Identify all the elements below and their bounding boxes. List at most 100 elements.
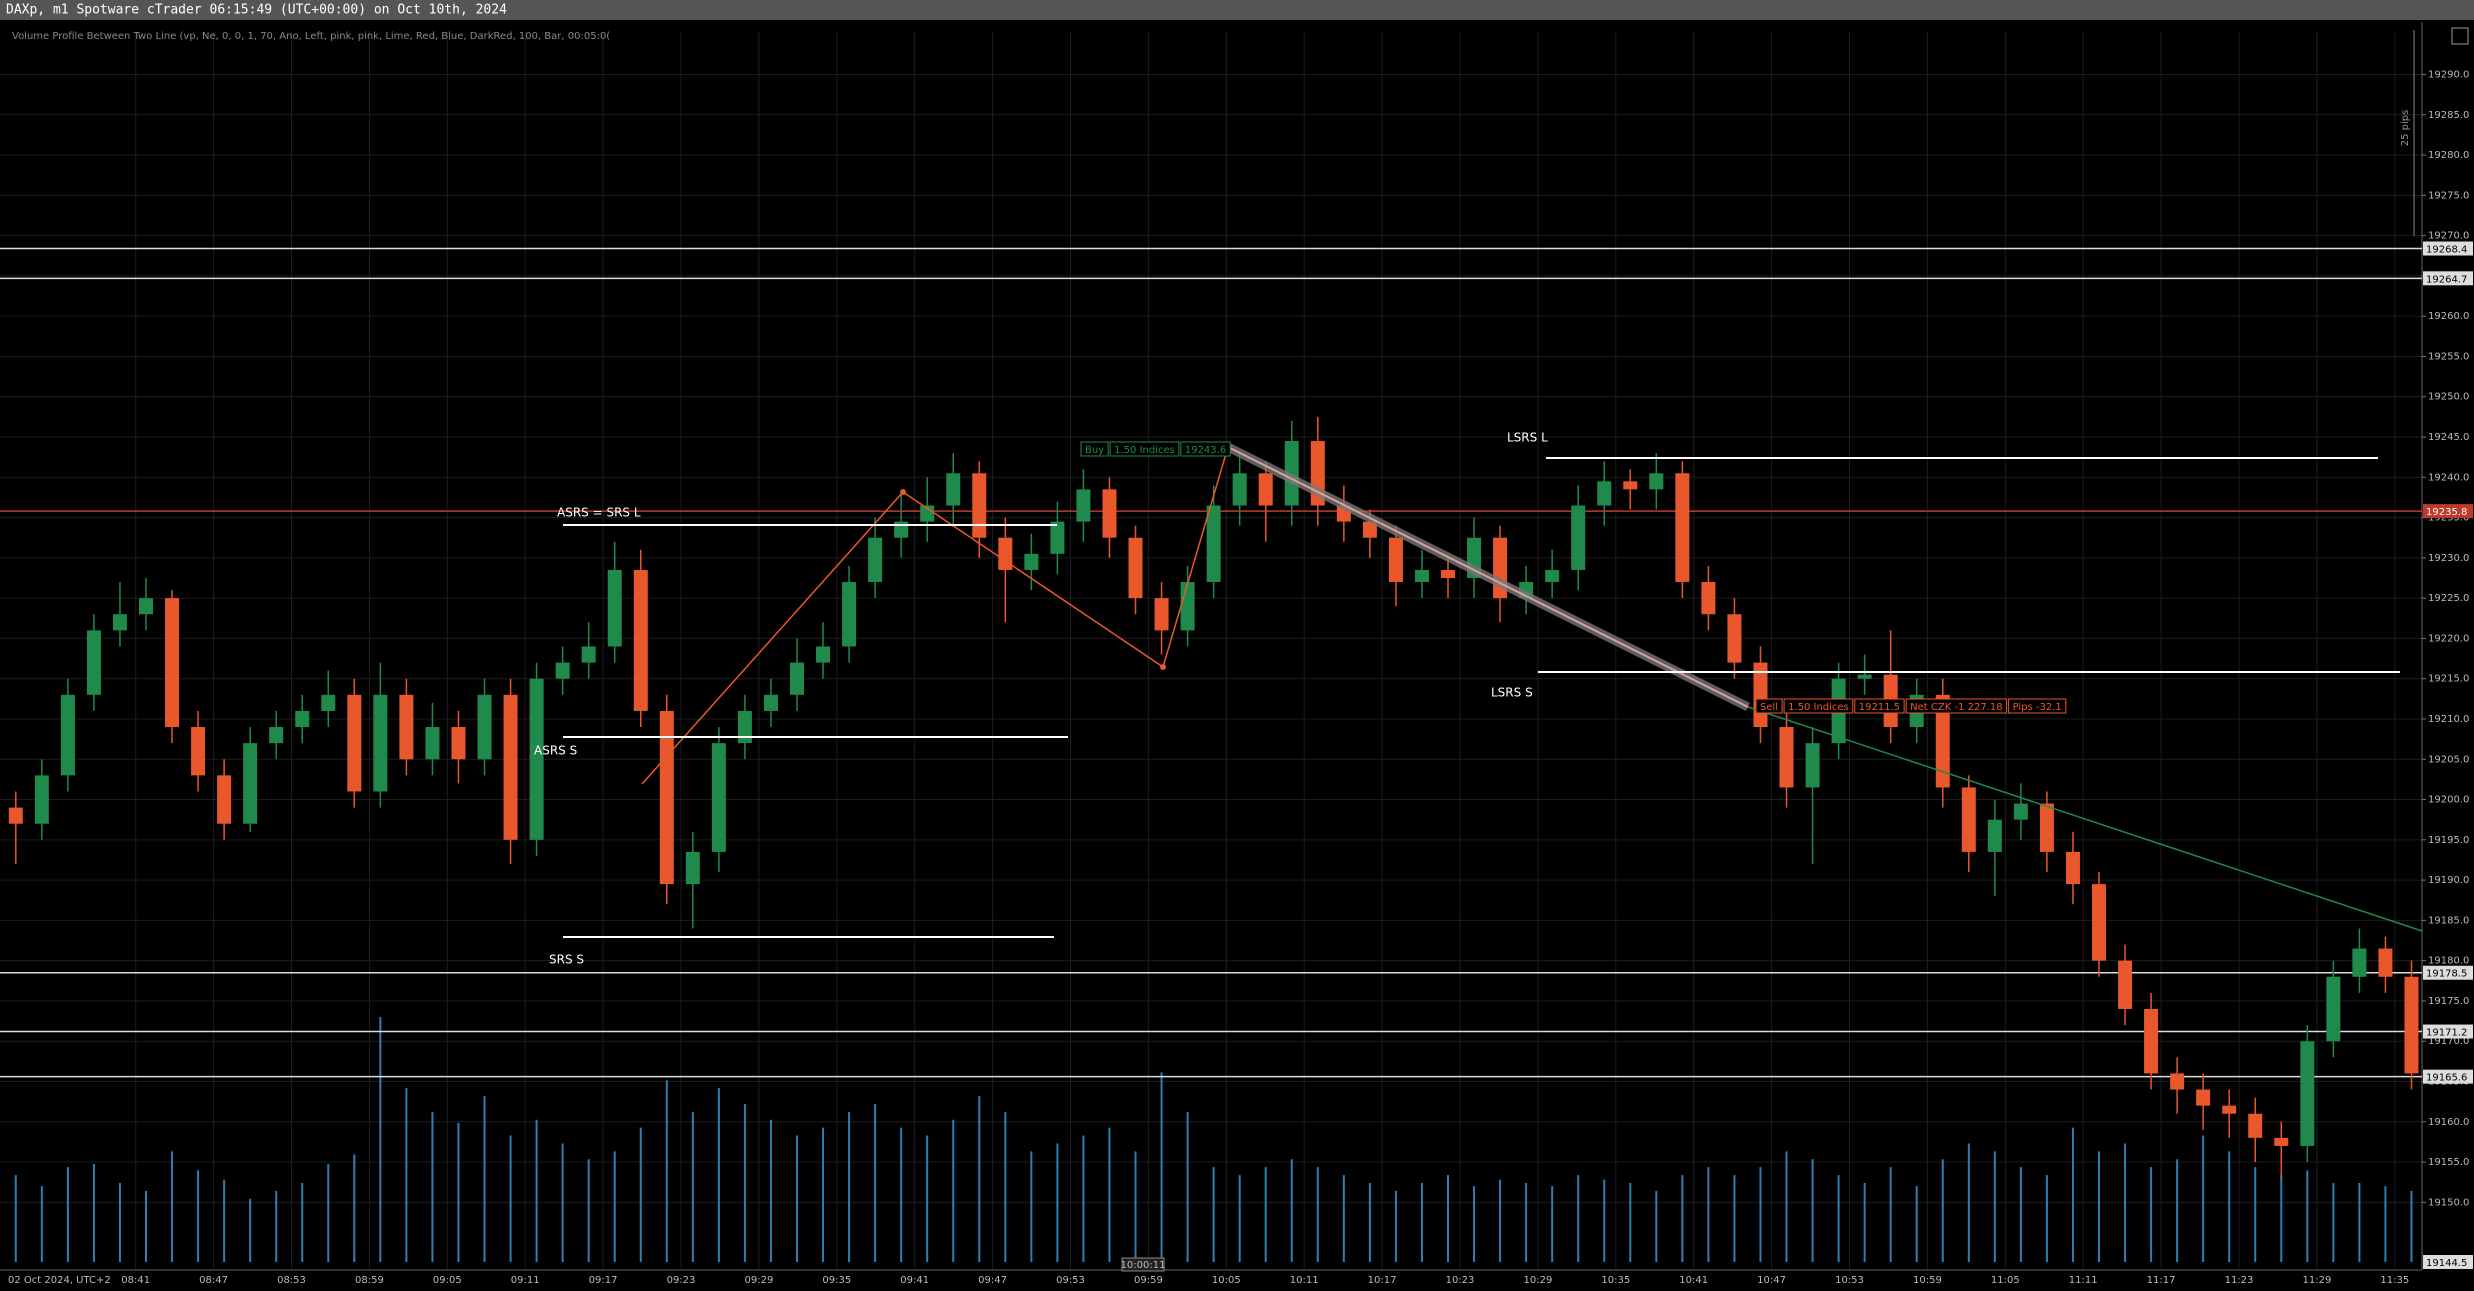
x-tick-label: 10:35 xyxy=(1601,1275,1630,1286)
y-tick-label: 19190.0 xyxy=(2428,875,2469,886)
x-tick-label: 09:17 xyxy=(589,1275,618,1286)
indicator-label: Volume Profile Between Two Line (vp, Ne,… xyxy=(12,31,610,42)
y-tick-label: 19285.0 xyxy=(2428,110,2469,121)
candle-body xyxy=(1961,787,1976,852)
candle-body xyxy=(2092,884,2106,961)
trade-tag xyxy=(1783,698,1854,714)
candle-body xyxy=(1623,481,1638,490)
x-tick-label: 11:11 xyxy=(2069,1275,2098,1286)
candle-body xyxy=(1050,521,1065,554)
candle-body xyxy=(1935,694,1950,788)
candle-body xyxy=(659,710,674,885)
candle-body xyxy=(1154,598,1169,631)
candle-body xyxy=(1076,489,1091,522)
y-tick-label: 19230.0 xyxy=(2428,553,2469,564)
trade-label: 1.50 Indices xyxy=(1114,445,1175,456)
level-label: 19171.2 xyxy=(2426,1028,2467,1039)
candle-body xyxy=(972,473,987,538)
candle-body xyxy=(1571,505,1586,570)
candle-body xyxy=(2352,948,2367,977)
x-tick-label: 08:47 xyxy=(199,1275,228,1286)
candle-body xyxy=(1727,614,1742,663)
y-tick-label: 19160.0 xyxy=(2428,1117,2469,1128)
x-tick-label: 09:59 xyxy=(1134,1275,1163,1286)
candle-body xyxy=(347,694,362,792)
y-tick-label: 19260.0 xyxy=(2428,311,2469,322)
x-tick-label: 09:35 xyxy=(822,1275,851,1286)
y-tick-label: 19220.0 xyxy=(2428,633,2469,644)
cursor-time-tag xyxy=(1121,1257,1165,1272)
candle-body xyxy=(191,727,206,776)
candle-body xyxy=(842,582,857,647)
x-tick-label: 11:05 xyxy=(1991,1275,2020,1286)
candle-body xyxy=(2065,851,2080,885)
candle-body xyxy=(2248,1113,2263,1138)
candle-body xyxy=(737,710,752,744)
zigzag-line xyxy=(641,446,1229,785)
trade-label: 1.50 Indices xyxy=(1788,702,1849,713)
candle-body xyxy=(1284,441,1299,506)
y-tick-label: 19155.0 xyxy=(2428,1157,2469,1168)
candle-body xyxy=(1024,553,1039,570)
level-tag xyxy=(2423,965,2473,980)
y-tick-label: 19255.0 xyxy=(2428,351,2469,362)
candle-body xyxy=(1857,674,1872,679)
candle-body xyxy=(139,598,153,615)
candle-body xyxy=(86,630,101,695)
candle-body xyxy=(1441,569,1455,578)
bottom-label: 19144.5 xyxy=(2426,1258,2467,1269)
candle-body xyxy=(711,743,726,852)
candle-body xyxy=(1102,489,1117,538)
y-tick-label: 19210.0 xyxy=(2428,714,2469,725)
candle-body xyxy=(1675,473,1690,583)
candle-body xyxy=(2326,976,2341,1042)
trend-line xyxy=(1747,706,2423,932)
trade-tag xyxy=(1080,441,1109,457)
window-title: DAXp, m1 Spotware cTrader 06:15:49 (UTC+… xyxy=(6,3,507,18)
y-tick-label: 19150.0 xyxy=(2428,1197,2469,1208)
candle-body xyxy=(2144,1008,2159,1074)
candle-body xyxy=(1362,521,1377,538)
candle-body xyxy=(112,614,127,631)
x-tick-label: 10:11 xyxy=(1290,1275,1319,1286)
cursor-time: 10:00:11 xyxy=(1121,1260,1166,1271)
level-label: 19268.4 xyxy=(2426,245,2467,256)
trade-label: 19211.5 xyxy=(1859,702,1900,713)
candle-body xyxy=(607,569,622,647)
level-tag xyxy=(2423,1024,2473,1039)
y-tick-label: 19270.0 xyxy=(2428,231,2469,242)
candle-body xyxy=(2170,1073,2185,1090)
candle-body xyxy=(1388,537,1403,583)
trade-label: Buy xyxy=(1085,445,1104,456)
x-tick-label: 10:05 xyxy=(1212,1275,1241,1286)
trade-tag xyxy=(1854,698,1905,714)
candle-body xyxy=(1987,819,2002,852)
settings-icon[interactable] xyxy=(2451,27,2469,45)
y-tick-label: 19205.0 xyxy=(2428,754,2469,765)
candle-body xyxy=(2300,1041,2315,1146)
y-tick-label: 19180.0 xyxy=(2428,956,2469,967)
y-tick-label: 19240.0 xyxy=(2428,472,2469,483)
x-tick-label: 09:53 xyxy=(1056,1275,1085,1286)
candle-body xyxy=(1701,582,1716,615)
candle-body xyxy=(217,775,232,824)
candle-body xyxy=(1414,569,1429,583)
candle-body xyxy=(2222,1105,2237,1114)
candle-body xyxy=(581,646,596,663)
candle-body xyxy=(8,807,23,824)
candle-body xyxy=(790,662,804,695)
candle-body xyxy=(1180,582,1195,631)
trade-line-inner xyxy=(1227,446,1749,708)
candle-body xyxy=(2013,803,2028,820)
candle-body xyxy=(60,694,75,776)
level-label: 19165.6 xyxy=(2426,1073,2467,1084)
candle-body xyxy=(763,694,778,711)
y-tick-label: 19215.0 xyxy=(2428,674,2469,685)
x-tick-label: 09:05 xyxy=(433,1275,462,1286)
candle-body xyxy=(1779,727,1794,788)
candle-body xyxy=(555,662,570,679)
x-tick-label: 08:53 xyxy=(277,1275,306,1286)
candle-body xyxy=(373,694,388,792)
candle-body xyxy=(2404,976,2419,1074)
level-tag xyxy=(2423,1069,2473,1084)
